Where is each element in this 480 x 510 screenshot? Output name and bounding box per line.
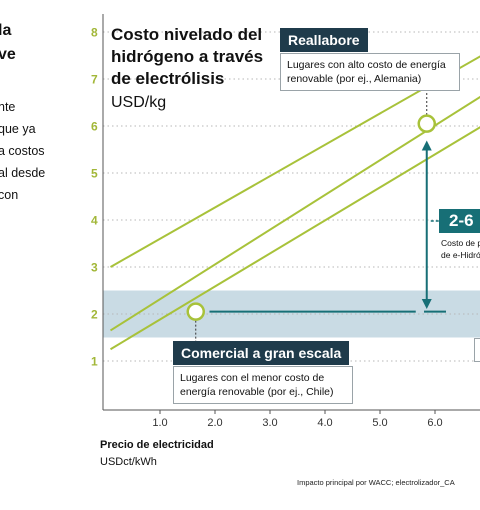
- x-axis-label: Precio de electricidad: [100, 439, 214, 451]
- y-tick-7: 7: [91, 73, 98, 87]
- callout-top-body: Lugares con alto costo de energía renova…: [280, 53, 460, 91]
- chart-title-line-1: Costo nivelado del: [111, 25, 263, 44]
- target-band: [103, 290, 480, 338]
- x-tick-6.0: 6.0: [427, 417, 442, 429]
- marker-1: [186, 302, 205, 321]
- footnote: Impacto principal por WACC; electrolizad…: [297, 478, 455, 487]
- chart-title-line-3: de electrólisis: [111, 69, 225, 88]
- chart-title: Costo nivelado del hidrógeno a través de…: [111, 24, 263, 90]
- x-tick-4.0: 4.0: [317, 417, 332, 429]
- y-tick-2: 2: [91, 308, 98, 322]
- y-tick-4: 4: [91, 214, 98, 228]
- chart-title-line-2: hidrógeno a través: [111, 47, 264, 66]
- callout-bottom-title: Comercial a gran escala: [173, 341, 350, 365]
- x-axis-unit: USDct/kWh: [100, 456, 157, 468]
- callout-bottom-line-2: energía renovable (por ej., Chile): [180, 386, 334, 398]
- left-body-line-3: a costos: [0, 144, 45, 158]
- left-body-line-1: nte: [0, 100, 16, 114]
- cost-range-badge: 2-6: [439, 209, 480, 233]
- chart-unit: USD/kg: [111, 94, 167, 111]
- callout-bottom-line-1: Lugares con el menor costo de: [180, 372, 325, 384]
- cropped-callout-box: [474, 338, 480, 362]
- callout-bottom-body: Lugares con el menor costo de energía re…: [173, 366, 353, 404]
- range-arrow-head-down: [421, 298, 432, 309]
- callout-top-line-1: Lugares con alto costo de energía: [287, 59, 446, 71]
- left-body-line-5: con: [0, 188, 19, 202]
- y-tick-1: 1: [91, 355, 98, 369]
- y-tick-3: 3: [91, 261, 98, 275]
- badge-note-line-1: Costo de p: [441, 238, 480, 248]
- range-arrow-head-up: [421, 140, 432, 151]
- callout-top-line-2: renovable (por ej., Alemania): [287, 73, 422, 85]
- y-tick-5: 5: [91, 167, 98, 181]
- x-tick-3.0: 3.0: [262, 417, 277, 429]
- left-heading-line-2: ve: [0, 46, 16, 63]
- y-tick-8: 8: [91, 26, 98, 40]
- x-tick-2.0: 2.0: [207, 417, 222, 429]
- callout-top-title: Reallabore: [280, 28, 368, 52]
- x-tick-5.0: 5.0: [372, 417, 387, 429]
- x-tick-1.0: 1.0: [152, 417, 167, 429]
- marker-2: [417, 114, 436, 133]
- y-tick-6: 6: [91, 120, 98, 134]
- left-body-line-2: que ya: [0, 122, 36, 136]
- badge-note: Costo de p de e-Hidró: [441, 237, 480, 261]
- left-body-line-4: al desde: [0, 166, 46, 180]
- left-heading-line-1: la: [0, 22, 12, 39]
- badge-note-line-2: de e-Hidró: [441, 250, 480, 260]
